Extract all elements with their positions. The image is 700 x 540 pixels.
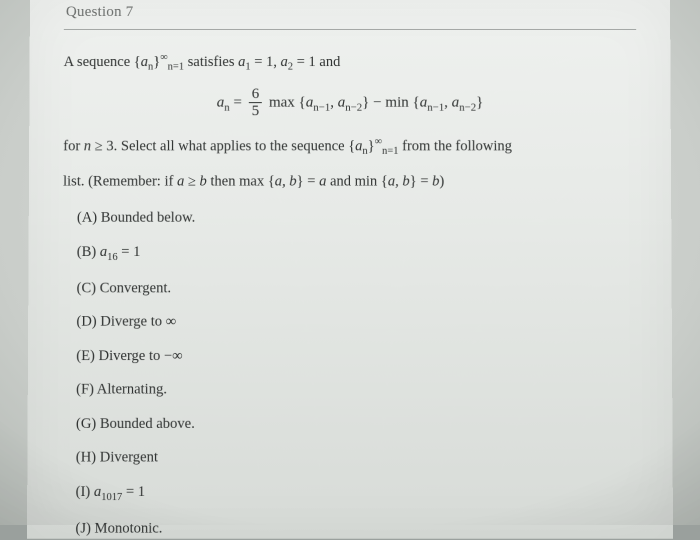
option-f[interactable]: (F) Alternating. xyxy=(76,378,638,401)
sub-16: 16 xyxy=(107,252,118,263)
text: = 1, xyxy=(251,54,281,70)
label: (I) xyxy=(76,483,94,499)
text: = 1 xyxy=(118,244,141,260)
text: list. (Remember: if xyxy=(63,173,177,189)
question-body: A sequence {an}∞n=1 satisfies a1 = 1, a2… xyxy=(61,50,638,540)
sub-nm1: n−1 xyxy=(427,101,444,113)
recurrence-formula: an = 65 max {an−1, an−2} − min {an−1, an… xyxy=(63,86,636,120)
text: and min { xyxy=(326,173,388,189)
question-number: Question 7 xyxy=(64,4,636,27)
var-a: a xyxy=(452,94,460,110)
denominator: 5 xyxy=(249,104,263,121)
text: } = xyxy=(297,173,319,189)
option-c[interactable]: (C) Convergent. xyxy=(77,277,638,300)
eq-sign: = xyxy=(230,94,246,110)
paren-close: ) xyxy=(439,173,444,189)
sub-nm2: n−2 xyxy=(345,101,362,113)
fraction-6-5: 65 xyxy=(249,86,263,120)
answer-options: (A) Bounded below. (B) a16 = 1 (C) Conve… xyxy=(61,207,638,540)
ab: a, b xyxy=(388,173,410,189)
option-e[interactable]: (E) Diverge to −∞ xyxy=(76,345,638,368)
text: = 1 xyxy=(122,483,145,499)
var-n: n xyxy=(84,138,91,154)
text: } = xyxy=(410,173,432,189)
brace-close: } xyxy=(476,94,483,110)
sub-n1: n=1 xyxy=(168,62,184,73)
sup-inf: ∞ xyxy=(160,52,167,63)
min-open: } − min { xyxy=(362,94,420,110)
var-a: a xyxy=(281,54,288,70)
var-a: a xyxy=(177,173,184,189)
text: satisfies xyxy=(184,54,238,70)
brace: } xyxy=(368,138,375,154)
ab: a, b xyxy=(275,173,297,189)
label: (B) xyxy=(77,244,100,260)
option-b[interactable]: (B) a16 = 1 xyxy=(77,241,638,266)
numerator: 6 xyxy=(249,86,263,104)
option-j[interactable]: (J) Monotonic. xyxy=(75,517,638,540)
stem-line-4: list. (Remember: if a ≥ b then max {a, b… xyxy=(63,170,637,193)
option-a[interactable]: (A) Bounded below. xyxy=(77,207,637,230)
option-g[interactable]: (G) Bounded above. xyxy=(76,412,638,435)
comma: , xyxy=(330,94,338,110)
option-h[interactable]: (H) Divergent xyxy=(76,446,639,469)
option-i[interactable]: (I) a1017 = 1 xyxy=(76,480,639,505)
sub-n1: n=1 xyxy=(382,146,398,157)
text: = 1 and xyxy=(293,54,340,70)
sub-nm2: n−2 xyxy=(459,101,476,113)
question-card: Question 7 A sequence {an}∞n=1 satisfies… xyxy=(27,0,673,539)
text: A sequence { xyxy=(64,54,141,70)
option-d[interactable]: (D) Diverge to ∞ xyxy=(76,311,637,334)
divider xyxy=(64,29,636,30)
var-a: a xyxy=(420,94,428,110)
text: for xyxy=(63,138,84,154)
question-stem: A sequence {an}∞n=1 satisfies a1 = 1, a2… xyxy=(63,50,637,193)
sub-1017: 1017 xyxy=(101,491,122,502)
text: ≥ 3. Select all what applies to the sequ… xyxy=(91,138,355,154)
sup-inf: ∞ xyxy=(375,136,382,147)
max-open: max { xyxy=(265,94,306,110)
sub-nm1: n−1 xyxy=(313,101,330,113)
text: from the following xyxy=(398,138,512,154)
geq: ≥ xyxy=(184,173,199,189)
stem-line-3: for n ≥ 3. Select all what applies to th… xyxy=(63,134,637,160)
text: then max { xyxy=(207,173,275,189)
stem-line-1: A sequence {an}∞n=1 satisfies a1 = 1, a2… xyxy=(64,50,637,76)
